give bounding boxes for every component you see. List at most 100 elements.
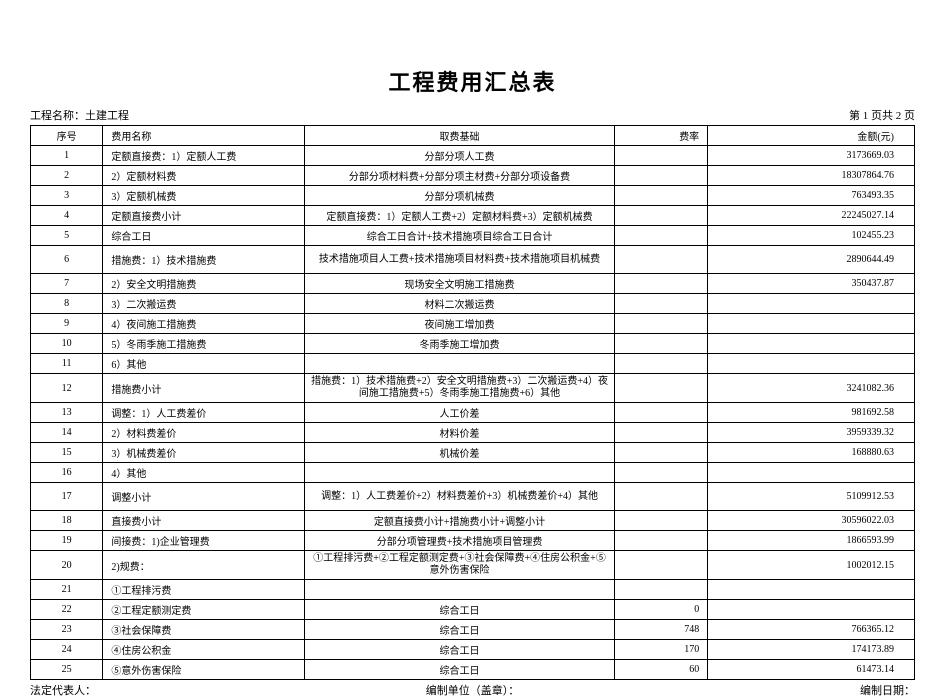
table-row: 153）机械费差价机械价差168880.63 [31, 443, 915, 463]
table-row: 4定额直接费小计定额直接费：1）定额人工费+2）定额材料费+3）定额机械费222… [31, 206, 915, 226]
cell-basis: 材料二次搬运费 [304, 294, 614, 314]
cell-basis: 综合工日合计+技术措施项目综合工日合计 [304, 226, 614, 246]
cell-amount: 1002012.15 [708, 551, 915, 580]
cell-name: 调整：1）人工费差价 [103, 403, 305, 423]
cell-name: ②工程定额测定费 [103, 600, 305, 620]
cell-rate [615, 551, 708, 580]
cell-name: 2）材料费差价 [103, 423, 305, 443]
cell-basis: 现场安全文明施工措施费 [304, 274, 614, 294]
cell-amount: 174173.89 [708, 640, 915, 660]
cell-basis: ①工程排污费+②工程定额测定费+③社会保障费+④住房公积金+⑤意外伤害保险 [304, 551, 614, 580]
cell-basis: 措施费：1）技术措施费+2）安全文明措施费+3）二次搬运费+4）夜间施工措施费+… [304, 374, 614, 403]
cell-basis: 分部分项机械费 [304, 186, 614, 206]
table-row: 24④住房公积金综合工日170174173.89 [31, 640, 915, 660]
cell-amount [708, 600, 915, 620]
cost-summary-table: 序号 费用名称 取费基础 费率 金额(元) 1定额直接费：1）定额人工费分部分项… [30, 125, 915, 680]
table-row: 142）材料费差价材料价差3959339.32 [31, 423, 915, 443]
cell-amount [708, 463, 915, 483]
cell-rate [615, 463, 708, 483]
cell-amount: 22245027.14 [708, 206, 915, 226]
cell-seq: 11 [31, 354, 103, 374]
cell-rate [615, 483, 708, 511]
cell-basis: 分部分项人工费 [304, 146, 614, 166]
table-row: 12措施费小计措施费：1）技术措施费+2）安全文明措施费+3）二次搬运费+4）夜… [31, 374, 915, 403]
cell-rate: 170 [615, 640, 708, 660]
cell-rate [615, 246, 708, 274]
cell-seq: 17 [31, 483, 103, 511]
cell-rate [615, 374, 708, 403]
cell-name: 综合工日 [103, 226, 305, 246]
footer-date: 编制日期： [620, 682, 915, 698]
table-row: 25⑤意外伤害保险综合工日6061473.14 [31, 660, 915, 680]
cell-name: ⑤意外伤害保险 [103, 660, 305, 680]
cell-seq: 15 [31, 443, 103, 463]
table-row: 13调整：1）人工费差价人工价差981692.58 [31, 403, 915, 423]
cell-seq: 3 [31, 186, 103, 206]
cell-amount: 168880.63 [708, 443, 915, 463]
table-row: 17调整小计调整：1）人工费差价+2）材料费差价+3）机械费差价+4）其他510… [31, 483, 915, 511]
cell-amount [708, 580, 915, 600]
cell-name: 措施费：1）技术措施费 [103, 246, 305, 274]
table-row: 116）其他 [31, 354, 915, 374]
cell-name: 3）定额机械费 [103, 186, 305, 206]
cell-seq: 5 [31, 226, 103, 246]
cell-basis [304, 463, 614, 483]
cell-rate [615, 334, 708, 354]
cell-name: 5）冬雨季施工措施费 [103, 334, 305, 354]
cell-amount: 30596022.03 [708, 511, 915, 531]
cell-rate [615, 294, 708, 314]
cell-basis [304, 354, 614, 374]
cell-seq: 22 [31, 600, 103, 620]
cell-name: 2)规费： [103, 551, 305, 580]
cell-name: 定额直接费：1）定额人工费 [103, 146, 305, 166]
table-row: 83）二次搬运费材料二次搬运费 [31, 294, 915, 314]
cell-basis: 冬雨季施工增加费 [304, 334, 614, 354]
cell-seq: 4 [31, 206, 103, 226]
cell-seq: 25 [31, 660, 103, 680]
footer-meta-row: 法定代表人： 编制单位（盖章）： 编制日期： [30, 682, 915, 698]
cell-basis: 分部分项管理费+技术措施项目管理费 [304, 531, 614, 551]
cell-basis: 调整：1）人工费差价+2）材料费差价+3）机械费差价+4）其他 [304, 483, 614, 511]
cell-seq: 21 [31, 580, 103, 600]
cell-name: ④住房公积金 [103, 640, 305, 660]
cell-rate [615, 423, 708, 443]
cell-name: 4）其他 [103, 463, 305, 483]
cell-amount: 5109912.53 [708, 483, 915, 511]
cell-amount [708, 334, 915, 354]
cell-rate [615, 186, 708, 206]
cell-name: 直接费小计 [103, 511, 305, 531]
cell-seq: 6 [31, 246, 103, 274]
cell-amount: 102455.23 [708, 226, 915, 246]
cell-name: 4）夜间施工措施费 [103, 314, 305, 334]
cell-basis: 综合工日 [304, 600, 614, 620]
cell-basis: 综合工日 [304, 660, 614, 680]
cell-amount [708, 354, 915, 374]
table-row: 23③社会保障费综合工日748766365.12 [31, 620, 915, 640]
cell-rate [615, 314, 708, 334]
cell-seq: 13 [31, 403, 103, 423]
cell-rate [615, 403, 708, 423]
cell-amount: 3959339.32 [708, 423, 915, 443]
col-header-amount: 金额(元) [708, 126, 915, 146]
cell-amount: 61473.14 [708, 660, 915, 680]
cell-basis: 机械价差 [304, 443, 614, 463]
cell-basis: 定额直接费小计+措施费小计+调整小计 [304, 511, 614, 531]
cell-rate [615, 511, 708, 531]
cell-name: ③社会保障费 [103, 620, 305, 640]
col-header-name: 费用名称 [103, 126, 305, 146]
cell-name: 定额直接费小计 [103, 206, 305, 226]
cell-basis: 技术措施项目人工费+技术措施项目材料费+技术措施项目机械费 [304, 246, 614, 274]
cell-seq: 8 [31, 294, 103, 314]
header-meta-row: 工程名称：土建工程 第 1 页共 2 页 [30, 107, 915, 123]
col-header-seq: 序号 [31, 126, 103, 146]
table-row: 22②工程定额测定费综合工日0 [31, 600, 915, 620]
cell-amount [708, 294, 915, 314]
cell-seq: 14 [31, 423, 103, 443]
col-header-rate: 费率 [615, 126, 708, 146]
cell-rate [615, 274, 708, 294]
cell-rate: 0 [615, 600, 708, 620]
table-row: 72）安全文明措施费现场安全文明施工措施费350437.87 [31, 274, 915, 294]
cell-rate [615, 226, 708, 246]
cell-seq: 9 [31, 314, 103, 334]
col-header-basis: 取费基础 [304, 126, 614, 146]
